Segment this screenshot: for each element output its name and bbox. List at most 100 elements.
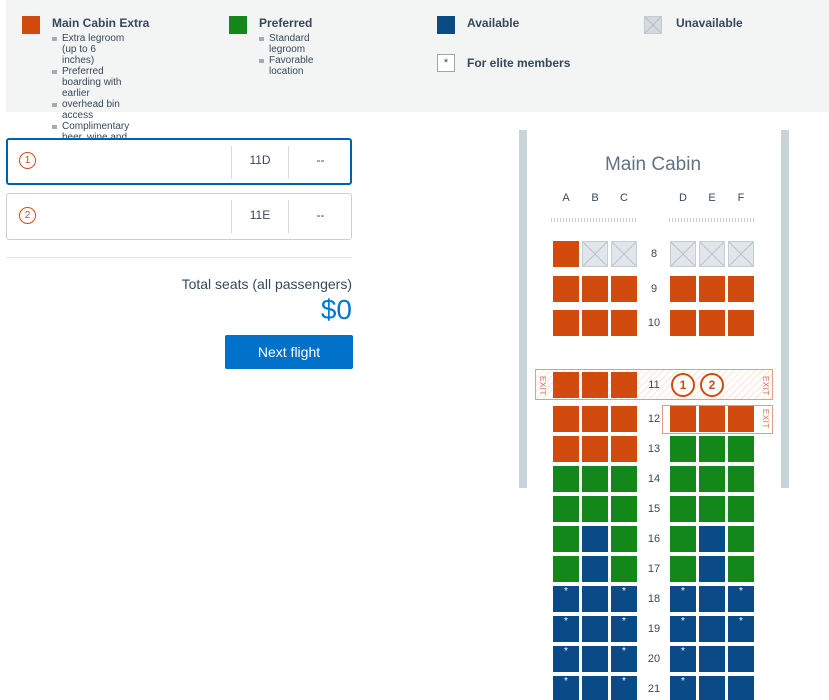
row-number: 10 [647,317,661,329]
seat-14f[interactable] [728,466,754,492]
seat-11a[interactable] [553,372,579,398]
seat-13c[interactable] [611,436,637,462]
seat-10a[interactable] [553,310,579,336]
seat-12d[interactable] [670,406,696,432]
elite-star-icon: * [622,646,626,657]
column-header-f: F [737,192,745,204]
seat-20f[interactable] [728,646,754,672]
seat-14e[interactable] [699,466,725,492]
seat-9d[interactable] [670,276,696,302]
seat-17e[interactable] [699,556,725,582]
divider [288,146,289,179]
legend-bullet: Extra legroom (up to 6 inches) [52,33,129,66]
seat-18d[interactable]: * [670,586,696,612]
seat-12c[interactable] [611,406,637,432]
elite-star-icon: * [437,54,455,72]
seat-16d[interactable] [670,526,696,552]
seat-10f[interactable] [728,310,754,336]
seat-20a[interactable]: * [553,646,579,672]
seat-18c[interactable]: * [611,586,637,612]
row-number: 8 [650,248,658,260]
seat-21a[interactable]: * [553,676,579,700]
seat-14c[interactable] [611,466,637,492]
seat-15f[interactable] [728,496,754,522]
seat-19b[interactable] [582,616,608,642]
legend-title: For elite members [467,56,571,70]
seat-11d[interactable]: 1 [671,373,695,397]
seat-16a[interactable] [553,526,579,552]
elite-star-icon: * [622,616,626,627]
next-flight-button[interactable]: Next flight [225,335,353,369]
seat-12b[interactable] [582,406,608,432]
passenger-price: -- [316,208,325,222]
seat-15c[interactable] [611,496,637,522]
passenger-1-card[interactable]: 1 11D -- [6,138,352,185]
passenger-2-card[interactable]: 2 11E -- [6,193,352,240]
seat-10c[interactable] [611,310,637,336]
passenger-seat: 11E [249,208,271,222]
seat-11b[interactable] [582,372,608,398]
row-number: 20 [647,653,661,665]
seat-18f[interactable]: * [728,586,754,612]
seat-15a[interactable] [553,496,579,522]
elite-star-icon: * [681,586,685,597]
seat-11e[interactable]: 2 [700,373,724,397]
row-number: 18 [647,593,661,605]
seat-15e[interactable] [699,496,725,522]
seat-20b[interactable] [582,646,608,672]
seat-11c[interactable] [611,372,637,398]
seat-17d[interactable] [670,556,696,582]
unavailable-x-icon [644,16,662,34]
seat-14d[interactable] [670,466,696,492]
seat-14a[interactable] [553,466,579,492]
seat-19c[interactable]: * [611,616,637,642]
seat-14b[interactable] [582,466,608,492]
seat-18a[interactable]: * [553,586,579,612]
seat-21f[interactable] [728,676,754,700]
seat-9c[interactable] [611,276,637,302]
seat-13d[interactable] [670,436,696,462]
seat-19a[interactable]: * [553,616,579,642]
seat-18e[interactable] [699,586,725,612]
seat-17f[interactable] [728,556,754,582]
seat-21e[interactable] [699,676,725,700]
seat-20d[interactable]: * [670,646,696,672]
seat-15b[interactable] [582,496,608,522]
seat-19e[interactable] [699,616,725,642]
seat-13a[interactable] [553,436,579,462]
seat-16e[interactable] [699,526,725,552]
seat-9a[interactable] [553,276,579,302]
seat-9b[interactable] [582,276,608,302]
seat-17a[interactable] [553,556,579,582]
exit-label-right: EXIT [761,409,770,429]
legend-bullet: Preferred boarding with earlier [52,66,129,99]
seat-17c[interactable] [611,556,637,582]
seat-21d[interactable]: * [670,676,696,700]
seat-20e[interactable] [699,646,725,672]
seat-8a[interactable] [553,241,579,267]
seat-16c[interactable] [611,526,637,552]
seat-13f[interactable] [728,436,754,462]
row-number: 16 [647,533,661,545]
seat-12a[interactable] [553,406,579,432]
seat-16f[interactable] [728,526,754,552]
seat-10d[interactable] [670,310,696,336]
seat-10b[interactable] [582,310,608,336]
row-number: 19 [647,623,661,635]
seat-16b[interactable] [582,526,608,552]
seat-10e[interactable] [699,310,725,336]
seat-15d[interactable] [670,496,696,522]
seat-12e[interactable] [699,406,725,432]
seat-20c[interactable]: * [611,646,637,672]
seat-18b[interactable] [582,586,608,612]
seat-9e[interactable] [699,276,725,302]
seat-21b[interactable] [582,676,608,700]
seat-12f[interactable] [728,406,754,432]
seat-19f[interactable]: * [728,616,754,642]
seat-13e[interactable] [699,436,725,462]
seat-9f[interactable] [728,276,754,302]
seat-21c[interactable]: * [611,676,637,700]
seat-19d[interactable]: * [670,616,696,642]
seat-17b[interactable] [582,556,608,582]
seat-13b[interactable] [582,436,608,462]
